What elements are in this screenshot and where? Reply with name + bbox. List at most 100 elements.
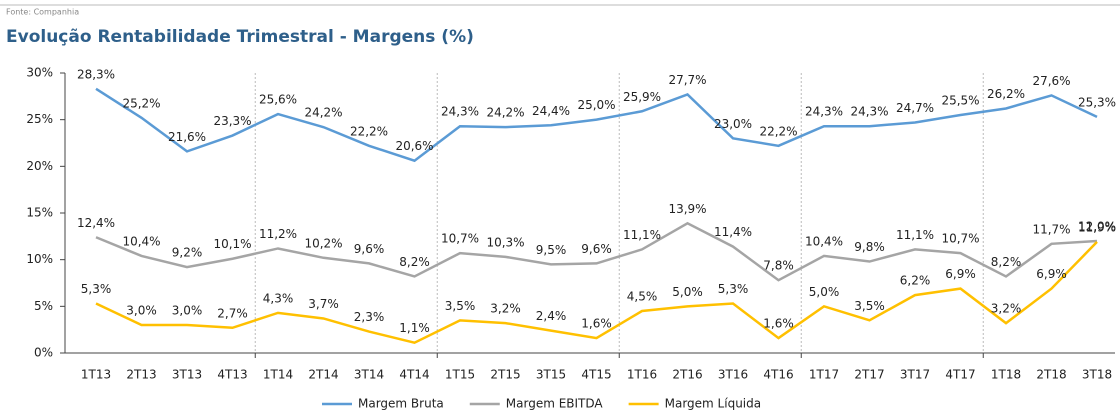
value-label: 10,4% [805,234,843,248]
y-tick-label: 15% [26,206,53,220]
x-tick-label: 2T15 [490,368,520,382]
legend-label: Margem Bruta [358,397,444,411]
value-label: 2,4% [536,309,567,323]
value-label: 1,6% [581,317,612,331]
x-tick-label: 1T14 [263,368,293,382]
series-line [95,87,1098,163]
value-label: 9,6% [354,242,385,256]
y-tick-label: 30% [26,66,53,80]
value-label: 5,0% [672,285,703,299]
value-label: 9,5% [536,243,567,257]
value-label: 4,5% [627,290,658,304]
series-line [95,221,1098,282]
value-label: 20,6% [395,139,433,153]
value-label: 25,9% [623,90,661,104]
value-label: 3,7% [308,297,339,311]
value-label: 12,0% [1078,220,1116,234]
value-label: 10,4% [122,234,160,248]
y-tick-label: 0% [34,346,53,360]
value-label: 9,6% [581,242,612,256]
value-label: 9,2% [172,246,203,260]
x-tick-label: 2T17 [854,368,884,382]
x-tick-label: 2T14 [308,368,338,382]
x-tick-label: 1T18 [991,368,1021,382]
value-label: 27,6% [1032,74,1070,88]
x-tick-label: 3T13 [172,368,202,382]
x-tick-label: 4T14 [399,368,429,382]
value-label: 6,9% [945,267,976,281]
value-label: 1,1% [399,321,430,335]
value-label: 25,0% [577,98,615,112]
value-label: 11,9% [1078,220,1116,234]
value-label: 6,9% [1036,267,1067,281]
value-label: 5,3% [718,282,749,296]
x-tick-label: 1T13 [81,368,111,382]
value-label: 24,3% [805,105,843,119]
x-tick-label: 3T14 [354,368,384,382]
value-label: 5,0% [809,285,840,299]
x-tick-label: 1T15 [445,368,475,382]
value-label: 9,8% [854,240,885,254]
value-label: 25,5% [941,94,979,108]
value-label: 21,6% [168,130,206,144]
legend-label: Margem Líquida [665,397,761,411]
legend-label: Margem EBITDA [506,397,604,411]
value-label: 3,2% [490,302,521,316]
value-label: 8,2% [399,255,430,269]
value-label: 10,7% [941,232,979,246]
value-label: 10,1% [213,237,251,251]
value-label: 25,6% [259,93,297,107]
value-label: 23,0% [714,117,752,131]
value-label: 26,2% [987,87,1025,101]
value-label: 24,7% [896,101,934,115]
value-label: 11,4% [714,225,752,239]
value-label: 24,2% [486,106,524,120]
value-label: 24,3% [441,105,479,119]
value-label: 1,6% [763,317,794,331]
value-label: 11,2% [259,227,297,241]
x-tick-label: 4T16 [763,368,793,382]
value-label: 25,3% [1078,95,1116,109]
y-tick-label: 20% [26,159,53,173]
value-label: 3,0% [172,304,203,318]
x-tick-label: 2T18 [1036,368,1066,382]
x-tick-label: 4T15 [581,368,611,382]
value-label: 7,8% [763,259,794,273]
value-label: 13,9% [668,202,706,216]
y-tick-label: 25% [26,112,53,126]
x-tick-label: 1T16 [627,368,657,382]
x-tick-label: 3T18 [1082,368,1112,382]
x-tick-label: 3T15 [536,368,566,382]
value-label: 24,2% [304,106,342,120]
value-label: 10,7% [441,232,479,246]
value-label: 2,3% [354,310,385,324]
value-label: 24,3% [850,105,888,119]
value-label: 3,0% [126,304,157,318]
y-tick-label: 5% [34,299,53,313]
value-label: 24,4% [532,104,570,118]
value-label: 22,2% [759,124,797,138]
value-label: 27,7% [668,73,706,87]
value-label: 11,1% [623,228,661,242]
value-label: 3,5% [854,299,885,313]
x-tick-label: 3T17 [900,368,930,382]
value-label: 4,3% [263,291,294,305]
value-label: 6,2% [900,274,931,288]
value-label: 5,3% [81,282,112,296]
value-label: 2,7% [217,306,248,320]
y-tick-label: 10% [26,252,53,266]
x-tick-label: 4T17 [945,368,975,382]
chart-title: Evolução Rentabilidade Trimestral - Marg… [6,27,474,47]
value-label: 22,2% [350,124,388,138]
value-label: 11,1% [896,228,934,242]
x-tick-label: 1T17 [809,368,839,382]
value-label: 25,2% [122,96,160,110]
value-label: 10,3% [486,235,524,249]
value-label: 11,7% [1032,222,1070,236]
x-tick-label: 3T16 [718,368,748,382]
value-label: 12,4% [77,216,115,230]
value-label: 3,5% [445,299,476,313]
value-label: 23,3% [213,114,251,128]
value-label: 8,2% [991,255,1022,269]
